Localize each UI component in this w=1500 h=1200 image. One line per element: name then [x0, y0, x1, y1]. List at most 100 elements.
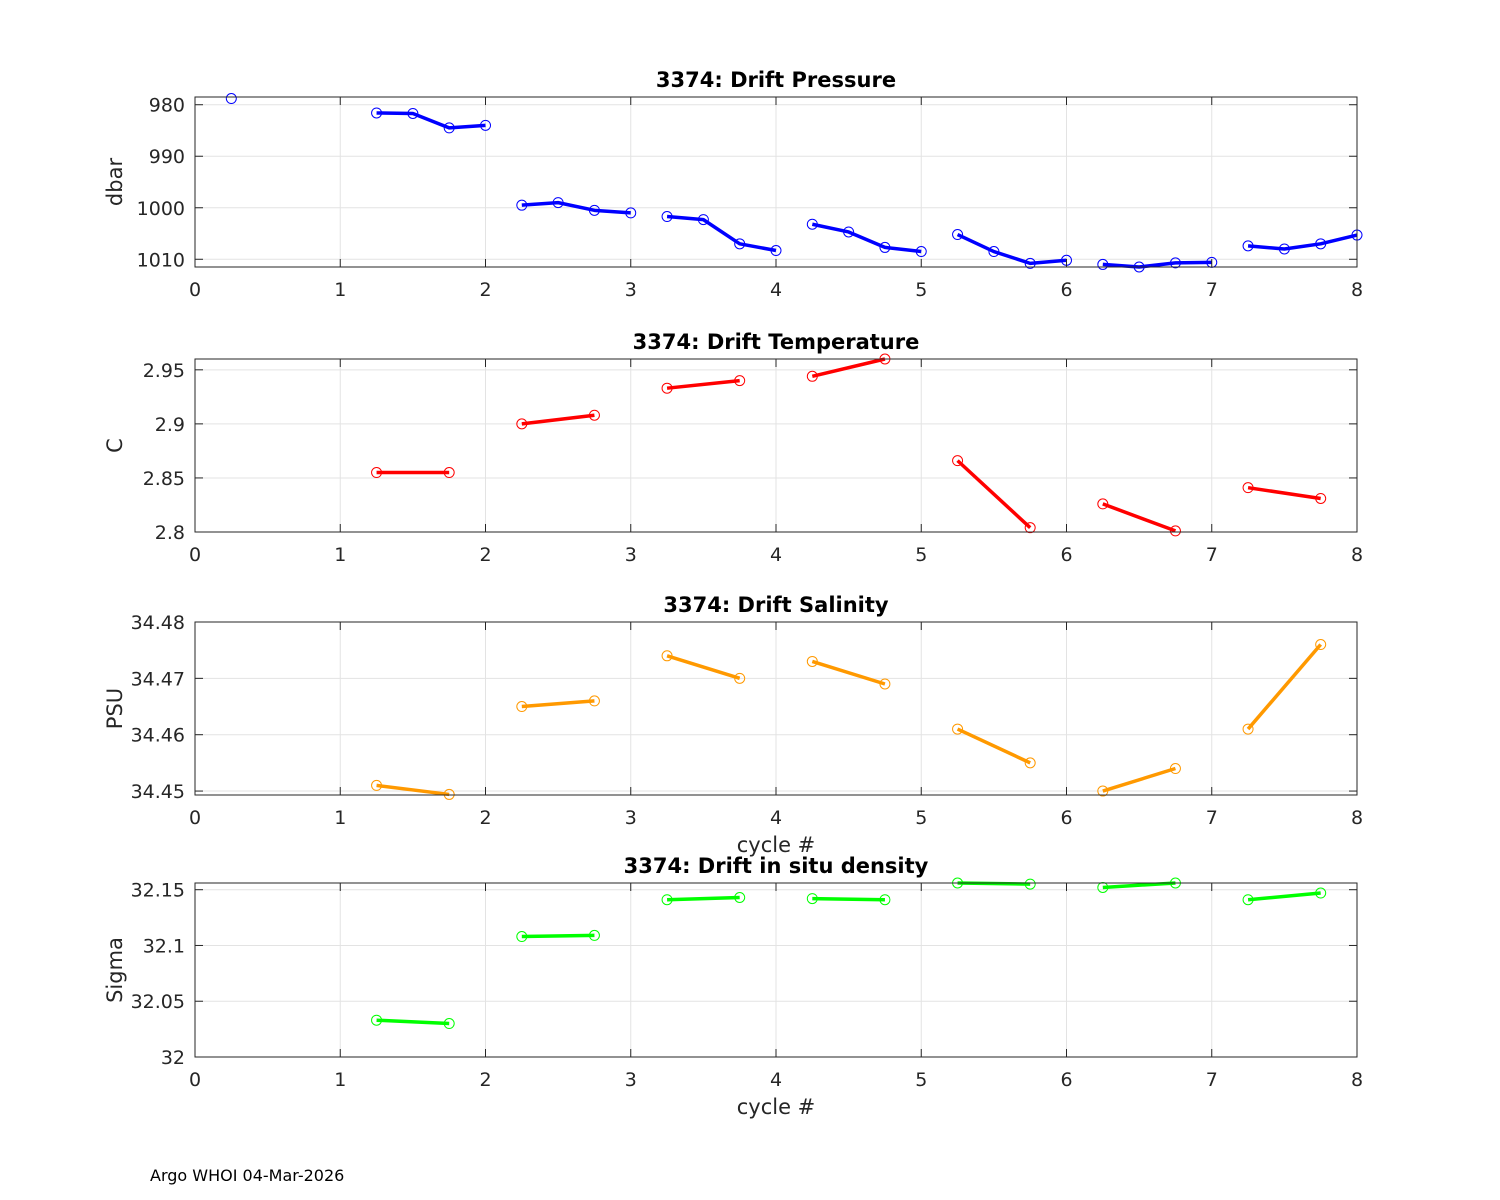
- data-point: [915, 246, 927, 258]
- x-tick-label: 5: [915, 807, 927, 829]
- data-point: [1024, 878, 1036, 890]
- x-tick-label: 0: [189, 544, 201, 566]
- data-point: [443, 467, 455, 479]
- data-point: [952, 723, 964, 735]
- series-line-segment: [521, 200, 631, 215]
- data-point: [443, 788, 455, 800]
- data-point: [734, 375, 746, 387]
- data-point: [697, 214, 709, 226]
- data-point: [1315, 238, 1327, 250]
- x-tick-label: 4: [770, 544, 782, 566]
- x-tick-label: 2: [479, 1069, 491, 1091]
- series-line-segment: [521, 699, 595, 709]
- chart-panel-4: 0 1 2 3 4 5 6 7 8 32 32.05 32.1 32.15 3374: Drift in …: [103, 854, 1363, 1119]
- x-tick-label: 5: [915, 1069, 927, 1091]
- x-tick-label: 8: [1351, 1069, 1363, 1091]
- data-point: [1169, 257, 1181, 269]
- data-point: [806, 218, 818, 230]
- y-tick-label: 1010: [137, 249, 185, 271]
- data-point: [1242, 482, 1254, 494]
- x-tick-label: 6: [1060, 1069, 1072, 1091]
- x-tick-label: 2: [479, 807, 491, 829]
- x-tick-label: 8: [1351, 807, 1363, 829]
- chart-panel-1: 0 1 2 3 4 5 6 7 8 980 990 1000 1010 3374: Drift Press…: [103, 68, 1363, 301]
- series-line-segment: [956, 232, 1067, 266]
- series-line-segment: [376, 111, 486, 130]
- data-point: [552, 197, 564, 209]
- data-point: [770, 245, 782, 257]
- data-point: [588, 409, 600, 421]
- data-point: [371, 779, 383, 791]
- series-line-segment: [1247, 233, 1358, 251]
- y-tick-label: 2.95: [143, 360, 185, 382]
- x-tick-label: 7: [1206, 1069, 1218, 1091]
- data-point: [371, 1014, 383, 1026]
- y-tick-label: 34.46: [131, 725, 185, 747]
- data-point: [1024, 257, 1036, 269]
- chart-title: 3374: Drift Temperature: [633, 330, 920, 354]
- data-point: [1315, 639, 1327, 651]
- data-point: [1242, 240, 1254, 252]
- data-point: [1278, 243, 1290, 255]
- data-point: [1097, 881, 1109, 893]
- data-point: [516, 701, 528, 713]
- data-point: [1097, 498, 1109, 510]
- data-point: [588, 929, 600, 941]
- y-tick-label: 32: [161, 1047, 185, 1069]
- y-axis-label: PSU: [103, 688, 127, 729]
- series-line-segment: [521, 933, 595, 939]
- x-tick-label: 6: [1060, 544, 1072, 566]
- chart-panel-2: 0 1 2 3 4 5 6 7 8 2.8 2.85 2.9 2.95 3374: Drift Tempe…: [103, 330, 1363, 566]
- y-tick-label: 2.8: [155, 522, 185, 544]
- data-point: [407, 107, 419, 119]
- x-tick-label: 6: [1060, 279, 1072, 301]
- data-point: [806, 655, 818, 667]
- data-point: [588, 204, 600, 216]
- x-tick-label: 6: [1060, 807, 1072, 829]
- x-tick-label: 2: [479, 544, 491, 566]
- data-point: [661, 211, 673, 223]
- x-tick-label: 4: [770, 807, 782, 829]
- y-axis-label: C: [103, 438, 127, 453]
- chart-panel-3: 0 1 2 3 4 5 6 7 8 34.45 34.46 34.47 34.48 3374: Drift…: [103, 593, 1363, 857]
- data-point: [443, 1018, 455, 1030]
- chart-title: 3374: Drift in situ density: [624, 854, 929, 878]
- x-tick-label: 5: [915, 279, 927, 301]
- series-line-segment: [1247, 891, 1321, 902]
- x-tick-label: 1: [334, 279, 346, 301]
- data-point: [371, 107, 383, 119]
- x-tick-label: 2: [479, 279, 491, 301]
- y-tick-label: 1000: [137, 198, 185, 220]
- data-point: [443, 122, 455, 134]
- x-tick-label: 3: [625, 544, 637, 566]
- data-point: [843, 226, 855, 238]
- data-point: [734, 238, 746, 250]
- data-point: [1315, 492, 1327, 504]
- series-line-segment: [956, 459, 1032, 529]
- data-point: [988, 246, 1000, 258]
- series-line-segment: [956, 727, 1031, 765]
- x-tick-label: 1: [334, 807, 346, 829]
- series-line-segment: [376, 783, 450, 797]
- series-line-segment: [667, 895, 740, 902]
- series-line-segment: [811, 659, 886, 686]
- data-point: [588, 695, 600, 707]
- y-tick-label: 980: [149, 95, 185, 117]
- x-tick-label: 5: [915, 544, 927, 566]
- data-point: [516, 199, 528, 211]
- data-point: [661, 382, 673, 394]
- x-tick-label: 3: [625, 279, 637, 301]
- data-point: [952, 229, 964, 241]
- x-tick-label: 0: [189, 1069, 201, 1091]
- x-tick-label: 0: [189, 279, 201, 301]
- data-point: [1242, 894, 1254, 906]
- series-line-segment: [811, 357, 886, 379]
- chart-title: 3374: Drift Pressure: [656, 68, 896, 92]
- data-point: [661, 650, 673, 662]
- x-tick-label: 1: [334, 544, 346, 566]
- data-point: [371, 467, 383, 479]
- data-point: [879, 241, 891, 253]
- data-point: [625, 207, 637, 219]
- y-tick-label: 32.1: [143, 935, 185, 957]
- x-tick-label: 7: [1206, 544, 1218, 566]
